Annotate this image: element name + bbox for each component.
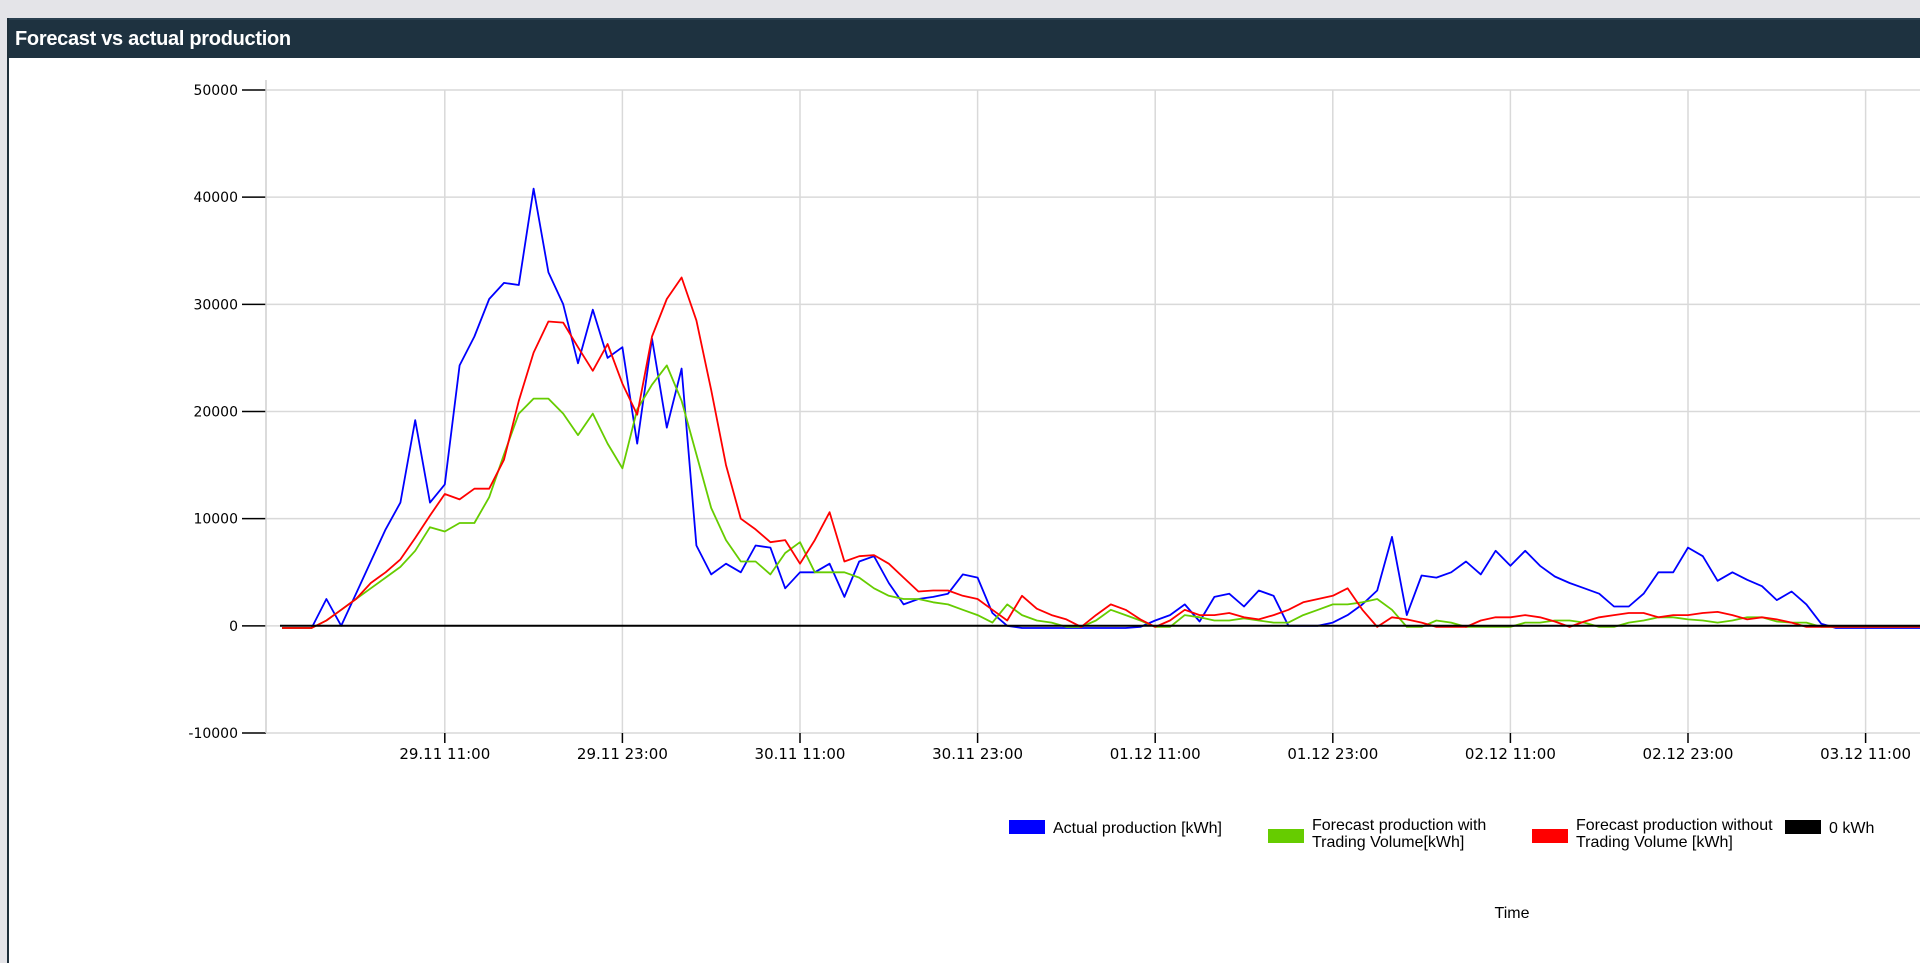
x-tick-label: 30.11 23:00 [932,745,1023,763]
y-tick-label: 10000 [193,512,238,528]
x-tick-label: 03.12 11:00 [1820,745,1911,763]
series-line-2 [282,276,1920,629]
legend-swatch [1785,820,1821,834]
series-line-1 [282,364,1920,629]
x-axis-label: Time [1495,905,1530,922]
legend-item: Forecast production without Trading Volum… [1532,817,1773,851]
legend-item: Forecast production with Trading Volume[k… [1268,817,1486,851]
chart-grid [266,89,1920,734]
legend-swatch [1009,820,1045,834]
legend-label-line: Forecast production without [1576,817,1773,834]
x-tick-label: 29.11 11:00 [399,745,490,763]
legend-label: 0 kWh [1829,820,1874,837]
panel-title: Forecast vs actual production [15,28,291,50]
y-tick-label: 0 [229,619,238,635]
legend-item: Actual production [kWh] [1009,820,1222,837]
legend-swatch [1532,829,1568,843]
legend-label-line: Trading Volume[kWh] [1312,834,1464,851]
y-tick-label: 30000 [193,297,238,313]
legend-swatch [1268,829,1304,843]
y-tick-label: 50000 [193,83,238,99]
x-tick-label: 02.12 11:00 [1465,745,1556,763]
y-tick-label: 20000 [193,405,238,421]
legend-label-line: Forecast production with [1312,817,1486,834]
y-tick-label: -10000 [188,726,238,742]
legend-label: Forecast production without Trading Volum… [1576,817,1773,851]
x-tick-label: 29.11 23:00 [577,745,668,763]
x-tick-label: 30.11 11:00 [755,745,846,763]
chart-series [280,187,1920,629]
x-tick-label: 01.12 23:00 [1287,745,1378,763]
series-line-0 [282,187,1920,629]
chart-panel: Forecast vs actual production [7,18,1920,963]
legend-label-line: Trading Volume [kWh] [1576,834,1733,851]
chart-legend: Actual production [kWh] Forecast producti… [1009,817,1874,851]
panel-title-bar: Forecast vs actual production [9,18,1920,58]
legend-item: 0 kWh [1785,820,1874,837]
legend-label: Forecast production with Trading Volume[k… [1312,817,1486,851]
x-tick-label: 02.12 23:00 [1643,745,1734,763]
x-tick-label: 01.12 11:00 [1110,745,1201,763]
y-tick-label: 40000 [193,190,238,206]
legend-label: Actual production [kWh] [1053,820,1222,837]
chart-axes: 50000 40000 30000 20000 10000 0 -10000 29.11 11… [188,80,1911,763]
